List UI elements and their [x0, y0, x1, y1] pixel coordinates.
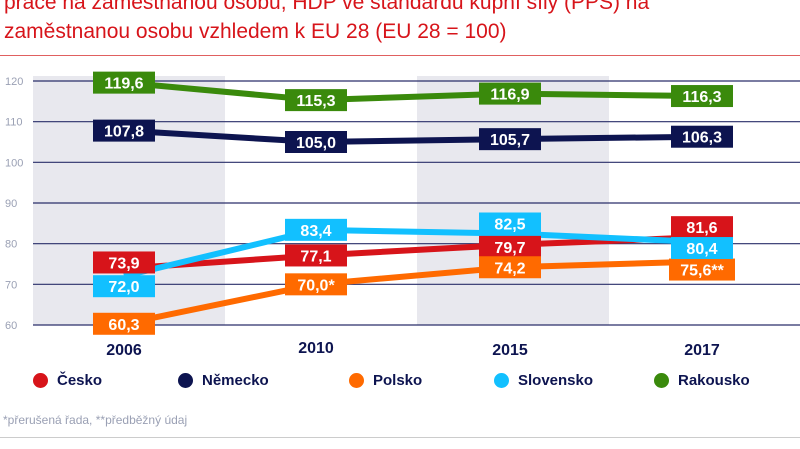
data-label-box [285, 131, 347, 153]
data-label-box [93, 71, 155, 94]
data-label-box [479, 256, 541, 279]
series-line-Německo [123, 127, 703, 146]
legend-dot-icon [178, 373, 193, 388]
y-tick-label: 100 [5, 157, 23, 169]
y-tick-label: 90 [5, 198, 17, 210]
data-label: 72,0 [108, 279, 139, 296]
series-line-Slovensko [123, 226, 703, 280]
data-label-box [93, 312, 155, 335]
data-label: 82,5 [494, 217, 525, 234]
legend-dot-icon [654, 373, 669, 388]
x-tick-label: 2010 [298, 340, 334, 357]
data-label: 106,3 [682, 130, 722, 147]
series-line-Polsko [123, 258, 703, 327]
data-label: 115,3 [296, 93, 335, 110]
data-label: 75,6** [680, 263, 724, 280]
data-label: 105,7 [490, 132, 530, 149]
data-label-box [285, 244, 347, 267]
data-label: 79,7 [494, 240, 525, 257]
data-label: 77,1 [300, 248, 331, 265]
legend-dot-icon [349, 373, 364, 388]
data-label-box [93, 119, 155, 142]
footnote: *přerušená řada, **předběžný údaj [3, 413, 188, 427]
legend: Česko Německo Polsko Slovensko Rakousko [0, 372, 800, 394]
legend-label: Česko [57, 372, 103, 389]
data-label-box [479, 82, 541, 105]
series-line-Česko [123, 234, 703, 272]
data-label: 119,6 [104, 76, 143, 93]
data-label: 83,4 [300, 223, 331, 240]
legend-label: Rakousko [678, 372, 750, 389]
data-label: 80,4 [686, 241, 717, 258]
x-tick-label: 2017 [684, 342, 720, 359]
chart-title: práce na zaměstnanou osobu, HDP ve stand… [4, 0, 794, 46]
title-line-1: práce na zaměstnanou osobu, HDP ve stand… [4, 0, 650, 14]
x-tick-label: 2006 [106, 342, 142, 359]
data-label-box [479, 212, 541, 235]
legend-label: Slovensko [518, 372, 594, 389]
data-label-box [93, 251, 155, 274]
legend-dot-icon [33, 373, 48, 388]
data-label-box [479, 128, 541, 151]
legend-item-polsko: Polsko [349, 372, 422, 389]
line-chart: 60 70 80 90 100 110 120 2006 2010 2015 2017 73,9 77,… [5, 71, 800, 359]
data-label-box [671, 216, 733, 239]
data-label-box [671, 85, 733, 108]
title-line-2: zaměstnanou osobu vzhledem k EU 28 (EU 2… [4, 20, 507, 43]
y-tick-label: 80 [5, 239, 17, 251]
data-label-box [479, 235, 541, 258]
y-tick-label: 120 [5, 76, 23, 88]
legend-item-cesko: Česko [33, 372, 102, 389]
legend-item-rakousko: Rakousko [654, 372, 750, 389]
y-tick-label: 110 [5, 117, 23, 129]
data-label-box [285, 218, 347, 241]
data-label: 105,0 [296, 135, 336, 152]
data-label: 107,8 [104, 124, 144, 141]
legend-item-slovensko: Slovensko [494, 372, 593, 389]
data-label: 74,2 [494, 260, 525, 277]
bottom-divider [0, 437, 800, 438]
y-tick-label: 60 [5, 320, 17, 332]
data-label: 116,3 [682, 89, 721, 106]
title-divider [0, 55, 800, 56]
y-tick-label: 70 [5, 279, 17, 291]
shaded-band [417, 76, 609, 325]
data-label-box [669, 258, 735, 281]
data-label-box [285, 273, 347, 296]
legend-label: Polsko [373, 372, 423, 389]
data-label-box [671, 125, 733, 148]
legend-dot-icon [494, 373, 509, 388]
data-label: 116,9 [490, 87, 529, 104]
data-label-box [285, 89, 347, 112]
data-label: 73,9 [108, 255, 139, 272]
data-label-box [93, 275, 155, 298]
data-label: 81,6 [686, 220, 717, 237]
legend-item-nemecko: Německo [178, 372, 269, 389]
data-label: 60,3 [108, 317, 139, 334]
series-line-Rakousko [123, 79, 703, 104]
legend-label: Německo [202, 372, 269, 389]
data-label-box [671, 237, 733, 260]
data-label: 70,0* [297, 277, 335, 294]
x-tick-label: 2015 [492, 342, 528, 359]
